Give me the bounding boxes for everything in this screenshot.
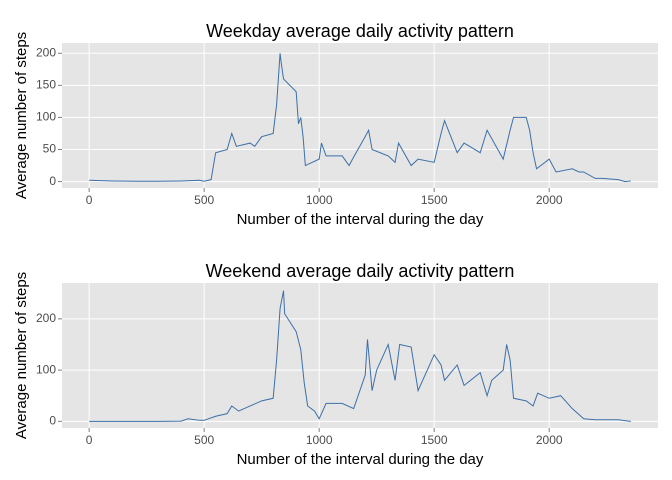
x-axis-label: Number of the interval during the day (237, 451, 484, 468)
chart-title: Weekday average daily activity pattern (206, 21, 514, 41)
x-axis-label: Number of the interval during the day (237, 211, 484, 228)
data-line (89, 53, 631, 183)
y-tick-label: 200 (36, 311, 56, 325)
chart-title: Weekend average daily activity pattern (206, 261, 515, 281)
y-tick-label: 100 (36, 110, 56, 124)
x-tick-label: 1500 (421, 193, 448, 207)
panel-background (62, 283, 658, 428)
y-tick-label: 0 (49, 174, 56, 188)
y-tick-label: 100 (36, 362, 56, 376)
x-tick-label: 0 (86, 193, 93, 207)
panel-background (62, 43, 658, 188)
x-tick-label: 0 (86, 433, 93, 447)
y-axis-label: Average number of steps (13, 32, 30, 199)
x-tick-label: 2000 (536, 193, 563, 207)
x-tick-label: 1000 (306, 433, 333, 447)
x-tick-label: 1000 (306, 193, 333, 207)
y-axis-label: Average number of steps (13, 272, 30, 439)
x-tick-label: 2000 (536, 433, 563, 447)
x-tick-label: 1500 (421, 433, 448, 447)
x-tick-label: 500 (194, 433, 214, 447)
y-tick-label: 50 (43, 142, 57, 156)
y-tick-label: 0 (49, 414, 56, 428)
y-tick-label: 200 (36, 45, 56, 59)
y-tick-label: 150 (36, 78, 56, 92)
data-line (89, 290, 631, 422)
x-tick-label: 500 (194, 193, 214, 207)
